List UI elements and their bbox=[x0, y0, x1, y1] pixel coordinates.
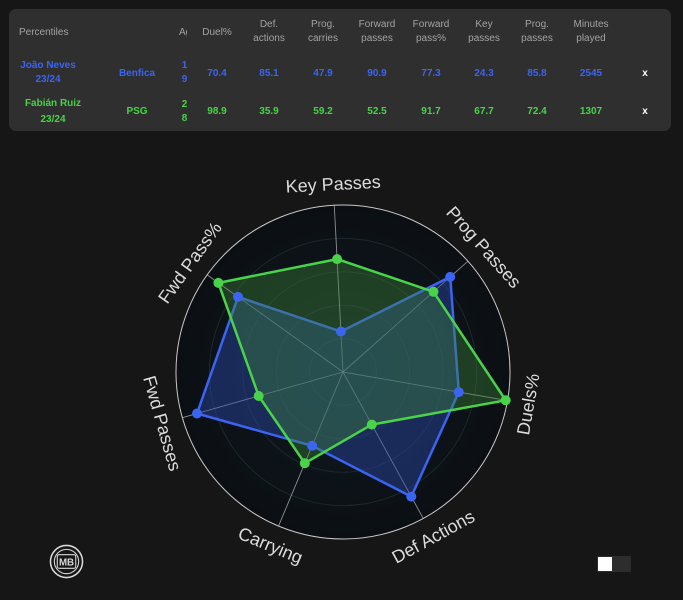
radar-data-point bbox=[445, 271, 456, 282]
player-forward-passes: 90.9 bbox=[367, 68, 387, 79]
radar-data-point bbox=[366, 419, 377, 430]
header-duel-pct: Duel% bbox=[202, 27, 232, 38]
radar-data-point bbox=[406, 491, 417, 502]
player-key-passes: 67.7 bbox=[474, 106, 494, 117]
radar-axis-label: Key Passes bbox=[285, 172, 381, 197]
radar-data-point bbox=[213, 277, 224, 288]
player-prog-passes: 85.8 bbox=[527, 68, 547, 79]
radar-spoke bbox=[333, 205, 344, 373]
theme-toggle-icon[interactable] bbox=[597, 556, 631, 572]
radar-data-point bbox=[253, 391, 264, 401]
player-age: 28 bbox=[181, 99, 188, 124]
player-forward-passes: 52.5 bbox=[367, 106, 387, 117]
radar-data-point bbox=[335, 326, 346, 337]
player-minutes: 2545 bbox=[579, 68, 603, 79]
player-duel-pct: 98.9 bbox=[207, 106, 227, 117]
player-def-actions: 85.1 bbox=[259, 68, 279, 79]
remove-player-button[interactable]: x bbox=[642, 68, 648, 79]
player-prog-carries: 59.2 bbox=[313, 106, 333, 117]
radar-spoke bbox=[342, 371, 508, 402]
radar-spoke bbox=[206, 274, 344, 373]
radar-axis-label: Duels% bbox=[513, 372, 543, 437]
header-forward-pass-pct: Forward pass% bbox=[412, 19, 450, 44]
radar-grid-ring bbox=[242, 271, 444, 473]
player-key-passes: 24.3 bbox=[474, 68, 494, 79]
header-prog-passes: Prog. passes bbox=[521, 19, 553, 44]
header-def-actions: Def. actions bbox=[253, 19, 285, 44]
radar-data-point bbox=[332, 254, 343, 265]
header-forward-passes: Forward passes bbox=[358, 19, 396, 44]
player-def-actions: 35.9 bbox=[259, 106, 279, 117]
player-season: 23/24 bbox=[40, 114, 66, 125]
radar-data-point bbox=[428, 286, 439, 297]
header-minutes-played: Minutes played bbox=[573, 19, 609, 44]
player-duel-pct: 70.4 bbox=[207, 68, 227, 79]
header-key-passes: Key passes bbox=[468, 19, 500, 44]
player-prog-passes: 72.4 bbox=[527, 106, 547, 117]
radar-series bbox=[192, 254, 511, 502]
radar-data-point bbox=[299, 458, 310, 469]
club-badge-icon: MB bbox=[49, 544, 84, 579]
player-age: 19 bbox=[181, 60, 188, 85]
player-team: Benfica bbox=[118, 68, 156, 79]
player-team: PSG bbox=[126, 106, 148, 117]
radar-grid-ring bbox=[309, 338, 377, 406]
player-season: 23/24 bbox=[35, 74, 61, 85]
player-prog-carries: 47.9 bbox=[313, 68, 333, 79]
header-prog-carries: Prog. carries bbox=[307, 19, 338, 44]
radar-data-point bbox=[192, 408, 202, 419]
radar-data-point bbox=[233, 291, 243, 302]
radar-data-point bbox=[500, 395, 511, 406]
radar-data-point bbox=[453, 387, 464, 398]
radar-grid-rings bbox=[208, 237, 478, 507]
radar-grid-ring bbox=[208, 237, 478, 507]
header-age: Age bbox=[179, 27, 187, 38]
toggle-knob bbox=[598, 557, 612, 571]
remove-player-button[interactable]: x bbox=[642, 106, 648, 117]
percentiles-label: Percentiles bbox=[19, 27, 69, 38]
player-minutes: 1307 bbox=[579, 106, 603, 117]
percentiles-table: Percentiles Age Duel% Def. actions Prog.… bbox=[9, 9, 671, 131]
radar-data-point bbox=[307, 440, 318, 451]
player-forward-pass-pct: 77.3 bbox=[421, 68, 441, 79]
player-forward-pass-pct: 91.7 bbox=[421, 106, 441, 117]
radar-grid-ring bbox=[275, 304, 411, 440]
player-name: João Neves bbox=[20, 60, 76, 71]
player-name: Fabián Ruiz bbox=[24, 98, 82, 109]
radar-series-area bbox=[217, 257, 507, 465]
svg-text:MB: MB bbox=[59, 557, 74, 568]
